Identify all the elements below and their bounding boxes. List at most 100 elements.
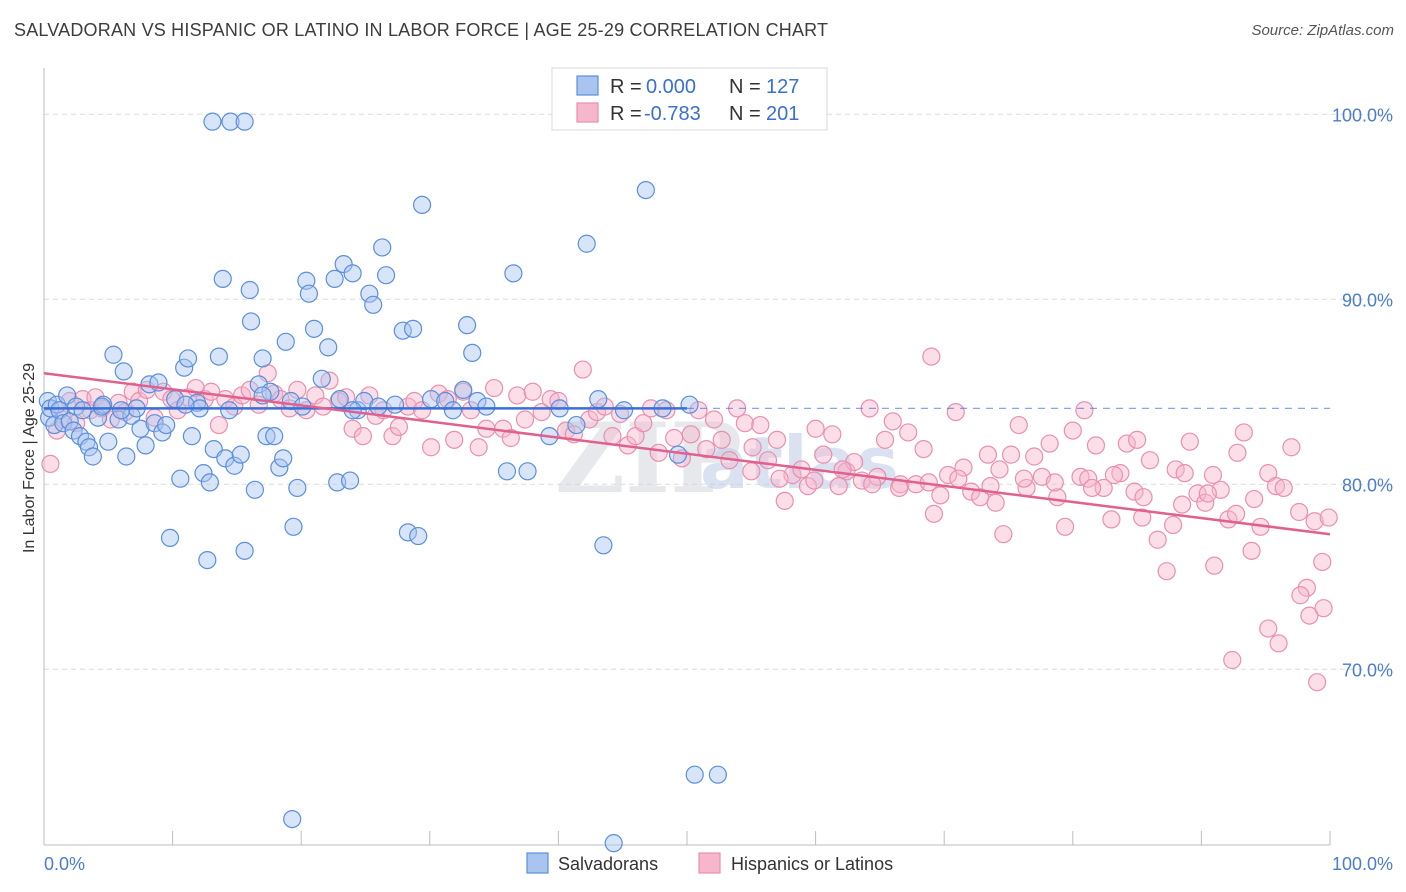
salvadorans-point-124 — [92, 397, 111, 416]
legend-r-value-blue: 0.000 — [646, 76, 696, 98]
y-tick-label-1: 80.0% — [1342, 475, 1393, 495]
salvadorans-point-47 — [220, 401, 239, 420]
hispanics-point-58 — [485, 378, 504, 398]
hispanics-point-90 — [735, 414, 754, 433]
y-tick-label-3: 100.0% — [1332, 105, 1393, 125]
hispanics-point-117 — [946, 403, 965, 422]
hispanics-point-93 — [758, 451, 778, 470]
hispanics-point-113 — [914, 440, 933, 459]
hispanics-point-132 — [1063, 421, 1082, 440]
bottom-legend-label-salvadorans: Salvadorans — [558, 854, 658, 874]
salvadorans-point-71 — [325, 269, 344, 288]
salvadorans-point-94 — [463, 343, 482, 362]
hispanics-point-180 — [1014, 469, 1034, 488]
hispanics-point-137 — [1102, 510, 1121, 529]
salvadorans-point-15 — [83, 447, 102, 466]
salvadorans-point-6 — [54, 414, 73, 433]
trend-lines — [43, 372, 1331, 536]
salvadorans-point-70 — [319, 338, 338, 357]
salvadorans-point-108 — [636, 181, 655, 200]
salvadorans-point-48 — [225, 456, 244, 475]
salvadorans-point-69 — [312, 369, 331, 388]
salvadorans-point-52 — [241, 312, 261, 331]
salvadorans-point-103 — [577, 234, 596, 253]
hispanics-point-130 — [1048, 488, 1067, 507]
hispanics-point-94 — [767, 430, 787, 449]
hispanics-point-159 — [1274, 478, 1293, 498]
hispanics-point-22 — [202, 382, 221, 401]
salvadorans-point-79 — [364, 295, 383, 314]
salvadorans-point-97 — [497, 462, 517, 481]
salvadorans-point-113 — [708, 765, 727, 784]
hispanics-point-122 — [986, 493, 1005, 512]
hispanics-point-109 — [883, 412, 902, 431]
hispanics-point-40 — [343, 419, 362, 438]
salvadorans-point-60 — [274, 449, 293, 468]
salvadorans-point-14 — [79, 438, 99, 457]
salvadorans-point-68 — [304, 319, 324, 338]
hispanics-point-162 — [1297, 578, 1316, 597]
watermark: ZIP atlas — [555, 402, 899, 515]
hispanics-point-63 — [523, 382, 542, 401]
hispanics-point-186 — [833, 460, 852, 479]
hispanics-point-60 — [501, 428, 520, 448]
salvadorans-point-40 — [194, 464, 213, 483]
hispanics-point-170 — [1300, 606, 1319, 625]
hispanics-point-121 — [978, 445, 998, 464]
legend-n-label-pink: N = — [729, 103, 761, 125]
hispanics-point-116 — [938, 465, 958, 485]
bottom-legend-swatch-salvadorans — [526, 852, 549, 874]
hispanics-point-85 — [697, 440, 716, 459]
hispanics-point-72 — [595, 397, 614, 416]
bottom-legend-swatch-hispanics — [698, 852, 721, 874]
hispanics-point-84 — [689, 401, 708, 420]
hispanics-point-108 — [875, 430, 895, 449]
salvadorans-point-59 — [270, 458, 289, 477]
hispanics-point-81 — [665, 428, 684, 448]
hispanics-point-134 — [1079, 469, 1098, 488]
salvadorans-point-58 — [265, 427, 284, 446]
salvadorans-point-122 — [176, 395, 195, 414]
salvadorans-point-118 — [235, 112, 254, 131]
hispanics-point-141 — [1133, 508, 1152, 527]
hispanics-point-50 — [421, 438, 441, 457]
salvadorans-point-18 — [99, 432, 118, 451]
salvadorans-point-104 — [589, 390, 608, 409]
hispanics-point-127 — [1025, 447, 1044, 466]
hispanics-point-194 — [1164, 515, 1183, 535]
salvadorans-point-98 — [504, 264, 523, 283]
salvadorans-point-78 — [360, 284, 379, 303]
legend-n-value-pink: 201 — [766, 103, 799, 125]
hispanics-point-166 — [1205, 556, 1224, 575]
hispanics-point-192 — [1075, 401, 1094, 420]
salvadorans-point-64 — [288, 478, 307, 498]
hispanics-point-147 — [1180, 432, 1199, 451]
hispanics-point-148 — [1188, 484, 1207, 503]
chart-source: Source: ZipAtlas.com — [1251, 22, 1394, 39]
salvadorans-point-67 — [299, 284, 319, 303]
legend-r-label-pink: R = — [610, 103, 642, 125]
top-legend: R = 0.000 N = 127 R = -0.783 N = 201 — [551, 67, 828, 131]
salvadorans-point-21 — [114, 362, 133, 381]
hispanics-point-91 — [743, 438, 762, 457]
salvadorans-point-63 — [284, 517, 303, 536]
hispanics-point-73 — [603, 427, 622, 446]
salvadorans-point-81 — [373, 238, 392, 257]
hispanics-point-146 — [1173, 495, 1192, 514]
y-tick-label-2: 90.0% — [1342, 290, 1393, 310]
salvadorans-point-28 — [145, 414, 164, 433]
hispanics-point-172 — [1291, 586, 1310, 605]
hispanics-point-165 — [1319, 508, 1338, 527]
salvadorans-point-82 — [376, 266, 396, 285]
salvadorans-point-106 — [604, 834, 623, 853]
hispanics-point-62 — [515, 410, 535, 429]
salvadorans-point-123 — [112, 401, 131, 420]
x-tick-label-0: 0.0% — [44, 854, 85, 874]
hispanics-point-45 — [383, 427, 402, 446]
salvadorans-point-37 — [182, 427, 201, 446]
salvadorans-point-35 — [175, 358, 194, 377]
hispanics-point-125 — [1009, 415, 1028, 435]
hispanics-point-46 — [389, 417, 409, 436]
watermark-atlas: atlas — [700, 421, 899, 505]
legend-swatch-blue — [576, 75, 599, 96]
